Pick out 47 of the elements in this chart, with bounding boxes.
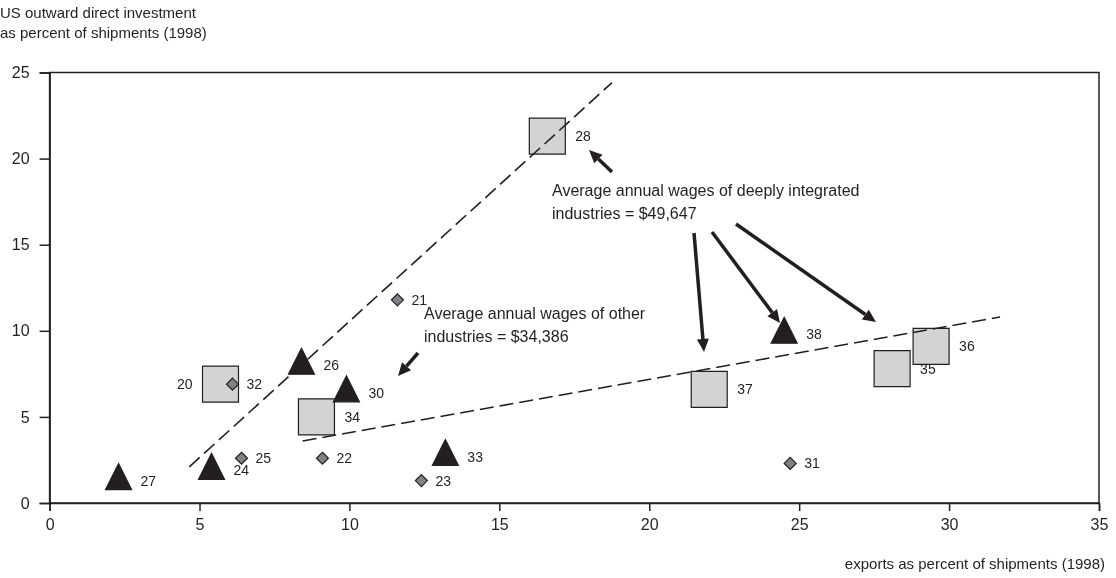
point xyxy=(297,398,336,436)
point xyxy=(234,451,249,465)
annotation: 37 xyxy=(737,381,754,398)
annotation: Average annual wages of deeply integrated industries = $49,647 xyxy=(552,182,860,222)
x-tick-label: 5 xyxy=(195,516,205,534)
annotation: 32 xyxy=(246,376,263,393)
x-tick-label: 35 xyxy=(1090,516,1109,534)
annotation: 22 xyxy=(336,450,353,467)
point xyxy=(528,117,566,155)
x-tick-label: 20 xyxy=(640,516,659,534)
x-tick-label: 0 xyxy=(45,516,55,534)
point xyxy=(690,370,728,408)
point xyxy=(783,456,797,470)
point xyxy=(873,350,911,388)
y-tick-label: 10 xyxy=(11,322,30,340)
annotation: 30 xyxy=(368,384,385,401)
x-tick-label: 25 xyxy=(790,516,809,534)
annotation: 33 xyxy=(467,448,484,465)
x-tick-label: 15 xyxy=(490,516,509,534)
annotation: 24 xyxy=(233,462,250,479)
y-axis-title: US outward direct investment as percent of shipments (1998) xyxy=(0,4,207,41)
x-axis-title: exports as percent of shipments (1998) xyxy=(844,555,1105,572)
annotation: 21 xyxy=(411,291,428,308)
y-tick-label: 25 xyxy=(11,64,30,82)
annotation: 36 xyxy=(959,338,975,355)
y-tick-label: 20 xyxy=(11,150,30,168)
annotation: 26 xyxy=(323,357,340,374)
annotation: Average annual wages of other industries = $34,386 xyxy=(424,305,646,345)
point xyxy=(315,451,330,465)
x-tick-label: 30 xyxy=(940,516,959,534)
annotation: 38 xyxy=(806,326,822,343)
point xyxy=(225,377,240,391)
annotation: 23 xyxy=(435,472,452,489)
y-tick-label: 0 xyxy=(20,494,30,512)
y-tick-label: 15 xyxy=(11,236,30,254)
point xyxy=(912,327,950,365)
point xyxy=(414,474,428,488)
annotation: 25 xyxy=(255,450,272,467)
annotation: 27 xyxy=(140,472,157,489)
annotation: 34 xyxy=(344,408,361,425)
annotation: 20 xyxy=(176,376,193,393)
annotation: 31 xyxy=(804,455,820,472)
annotation: 28 xyxy=(575,128,592,145)
point xyxy=(201,365,240,403)
y-tick-label: 5 xyxy=(20,408,30,426)
x-tick-label: 10 xyxy=(341,516,359,534)
point xyxy=(390,293,404,307)
